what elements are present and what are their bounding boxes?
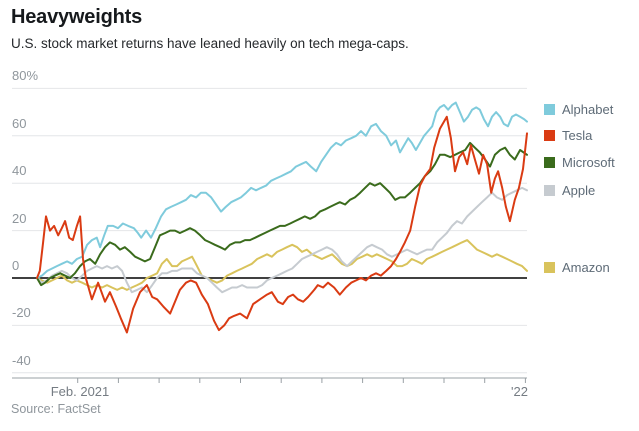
series-line-amazon: [36, 239, 528, 291]
legend-item-microsoft: Microsoft: [544, 154, 615, 170]
legend-label: Apple: [562, 182, 596, 198]
y-axis-label: -40: [12, 352, 31, 368]
legend-item-tesla: Tesla: [544, 127, 593, 143]
y-axis-label: -20: [12, 305, 31, 321]
legend-swatch-icon: [544, 103, 555, 115]
legend-swatch-icon: [544, 261, 555, 273]
chart-subtitle: U.S. stock market returns have leaned he…: [11, 36, 409, 51]
legend-item-alphabet: Alphabet: [544, 101, 614, 117]
legend-swatch-icon: [544, 184, 555, 196]
series-line-tesla: [36, 115, 528, 334]
legend-label: Tesla: [562, 127, 593, 143]
y-axis-label: 60: [12, 115, 27, 131]
y-axis-label: 0: [12, 258, 20, 273]
legend-label: Alphabet: [562, 101, 614, 117]
y-axis-label: 20: [12, 210, 27, 226]
legend-item-apple: Apple: [544, 182, 596, 198]
legend-label: Amazon: [562, 259, 610, 275]
legend-label: Microsoft: [562, 154, 615, 170]
x-axis-label-start: Feb. 2021: [50, 384, 110, 399]
legend-swatch-icon: [544, 156, 555, 168]
series-line-microsoft: [36, 141, 528, 287]
x-axis-label-end: '22: [511, 384, 528, 399]
legend-swatch-icon: [544, 129, 555, 141]
legend-item-amazon: Amazon: [544, 259, 610, 275]
y-axis-label: 40: [12, 163, 27, 179]
y-axis-label: 80%: [12, 68, 39, 84]
source-note: Source: FactSet: [11, 402, 101, 416]
chart-title: Heavyweights: [11, 6, 142, 28]
series-line-apple: [36, 186, 528, 294]
series-line-alphabet: [36, 101, 528, 279]
